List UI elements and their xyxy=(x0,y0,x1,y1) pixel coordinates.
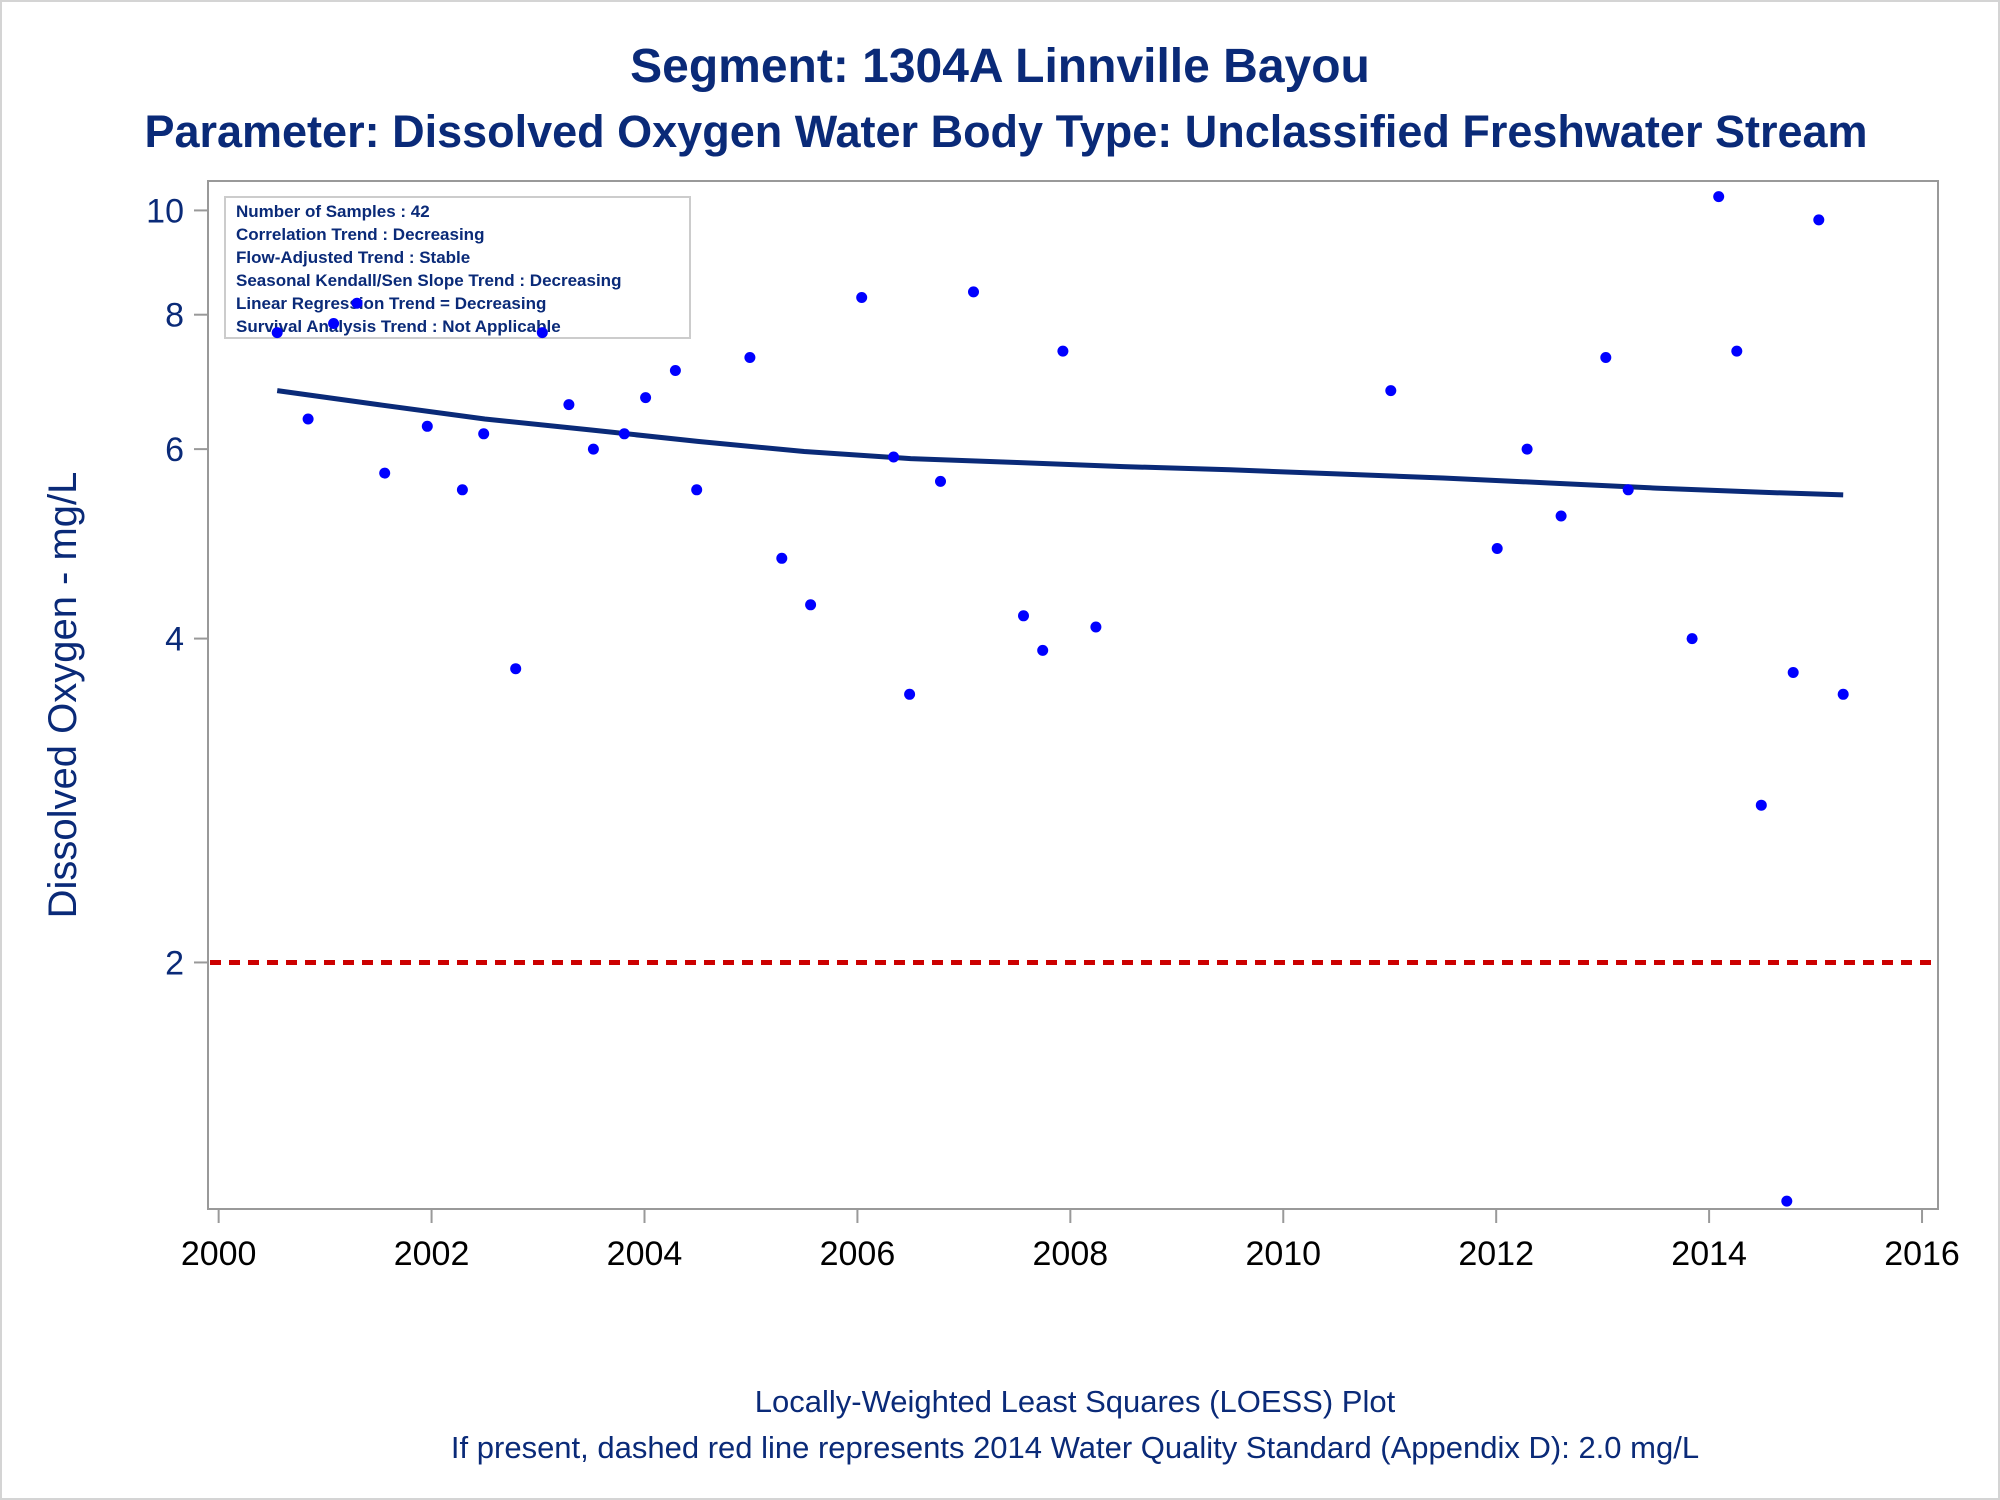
data-point xyxy=(744,352,756,363)
data-point xyxy=(904,688,916,700)
data-point xyxy=(1018,610,1029,622)
data-point xyxy=(856,292,868,303)
x-tick-label: 2008 xyxy=(1033,1235,1109,1273)
y-tick-label: 2 xyxy=(165,944,184,982)
x-tick-label: 2000 xyxy=(181,1235,257,1273)
data-point xyxy=(1713,191,1725,203)
data-point xyxy=(618,428,630,440)
data-point xyxy=(536,327,548,339)
data-point xyxy=(563,399,575,411)
data-point xyxy=(1555,510,1567,522)
info-box-line: Flow-Adjusted Trend : Stable xyxy=(236,248,470,267)
plot-area xyxy=(207,180,1939,1210)
data-point xyxy=(1837,688,1849,700)
y-tick-label: 6 xyxy=(165,431,184,469)
data-point xyxy=(456,484,468,496)
data-point xyxy=(691,484,703,496)
y-axis-label: Dissolved Oxygen - mg/L xyxy=(41,472,85,919)
data-point xyxy=(1787,667,1799,678)
x-tick-label: 2006 xyxy=(820,1235,896,1273)
data-point xyxy=(351,297,363,309)
data-point xyxy=(478,428,490,440)
data-point xyxy=(640,392,652,404)
data-point xyxy=(1686,633,1698,645)
x-axis: 2000 2002 2004 2006 2008 2010 2012 2014 2016 xyxy=(181,1209,1960,1273)
info-box-line: Seasonal Kendall/Sen Slope Trend : Decre… xyxy=(236,271,621,290)
chart-subtitle: Parameter: Dissolved Oxygen Water Body T… xyxy=(144,106,1867,157)
y-axis: 2 4 6 8 10 xyxy=(146,192,208,982)
data-point xyxy=(1491,543,1503,554)
data-point xyxy=(1731,345,1743,357)
loess-trend-line xyxy=(276,388,1844,498)
data-point xyxy=(1037,644,1049,656)
x-tick-label: 2002 xyxy=(394,1235,470,1273)
info-box-line: Number of Samples : 42 xyxy=(236,202,430,221)
data-point xyxy=(935,475,946,487)
data-point xyxy=(510,663,522,675)
data-point xyxy=(1813,214,1825,226)
data-point xyxy=(421,420,433,432)
x-tick-label: 2014 xyxy=(1671,1235,1747,1273)
data-point xyxy=(1781,1195,1793,1207)
chart-title: Segment: 1304A Linnville Bayou xyxy=(630,40,1370,93)
data-point xyxy=(1521,443,1533,455)
data-point xyxy=(379,467,391,479)
footnote-method: Locally-Weighted Least Squares (LOESS) P… xyxy=(755,1384,1396,1419)
data-point xyxy=(271,327,283,339)
data-point xyxy=(1755,799,1767,811)
data-point xyxy=(1090,621,1102,633)
data-point xyxy=(669,365,681,376)
data-point xyxy=(1600,352,1612,363)
data-point xyxy=(968,286,979,298)
x-tick-label: 2012 xyxy=(1458,1235,1534,1273)
data-point xyxy=(1622,484,1634,496)
data-point xyxy=(302,413,314,425)
info-box-border xyxy=(224,196,691,339)
data-point xyxy=(587,443,599,455)
y-tick-label: 8 xyxy=(165,297,184,335)
data-point xyxy=(328,318,340,329)
x-tick-label: 2010 xyxy=(1245,1235,1321,1273)
data-point xyxy=(888,451,900,463)
x-tick-label: 2016 xyxy=(1884,1235,1960,1273)
info-box: Number of Samples : 42 Correlation Trend … xyxy=(224,196,691,339)
x-tick-label: 2004 xyxy=(607,1235,683,1273)
y-tick-label: 4 xyxy=(165,621,184,659)
footnote-standard: If present, dashed red line represents 2… xyxy=(451,1430,1699,1465)
data-point xyxy=(1057,345,1069,357)
data-point xyxy=(805,599,817,611)
y-tick-label: 10 xyxy=(146,192,184,230)
info-box-line: Correlation Trend : Decreasing xyxy=(236,225,484,244)
info-box-line: Survival Analysis Trend : Not Applicable xyxy=(236,317,561,336)
data-point xyxy=(1385,385,1397,397)
data-point xyxy=(776,552,788,564)
data-points xyxy=(271,191,1849,1207)
info-box-line: Linear Regression Trend = Decreasing xyxy=(236,294,546,313)
